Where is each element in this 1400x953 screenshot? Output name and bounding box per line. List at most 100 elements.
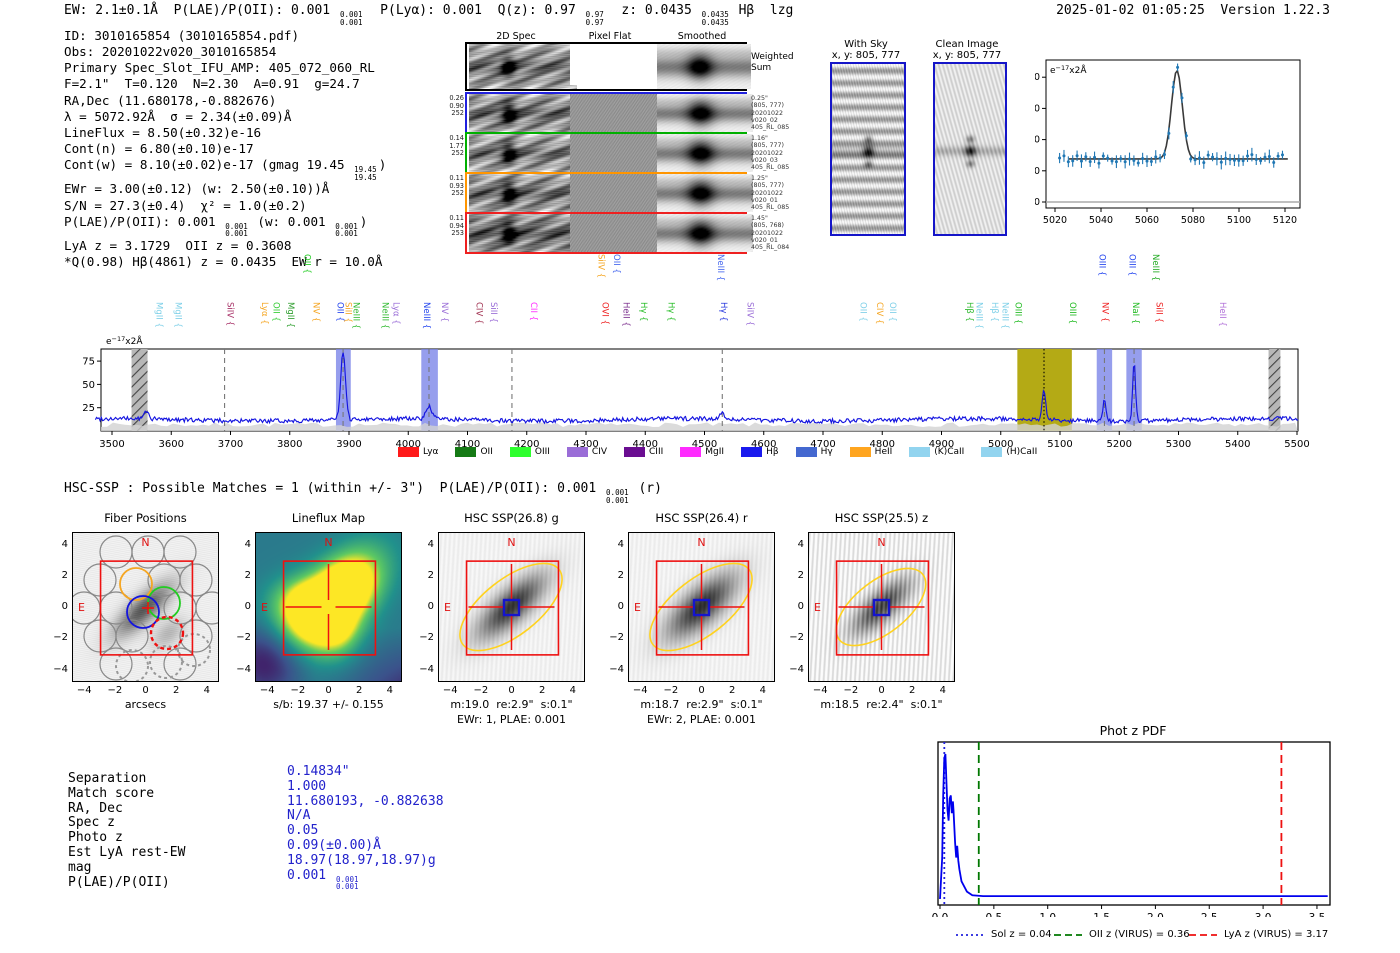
pixel-flat-image [570, 134, 664, 172]
panel-xtick: 4 [569, 685, 576, 696]
svg-text:5100: 5100 [1227, 215, 1251, 226]
svg-text:4000: 4000 [396, 439, 421, 450]
line-label-MgII: MgII { [285, 302, 295, 328]
panel-caption: s/b: 19.37 +/- 0.155 [273, 698, 384, 711]
pixel-flat-image [570, 94, 664, 132]
line-label-Hγ: Hγ { [665, 302, 675, 322]
svg-text:2.0: 2.0 [1147, 912, 1164, 917]
pixel-flat-col-header: Pixel Flat [588, 31, 632, 42]
spec2d-row-left-labels: 0.11 0.93 252 [449, 174, 464, 198]
legend-text: Sol z = 0.04 [991, 929, 1052, 940]
match-row-3: Spec z N/A [68, 809, 310, 831]
svg-text:4300: 4300 [573, 439, 598, 450]
line-label-Lyα: Lyα { [259, 302, 269, 325]
panel-ytick: 4 [244, 538, 251, 550]
line-label-NaI: NaI { [1130, 302, 1140, 324]
line-label-SiIV: SiIV { [745, 302, 755, 326]
panel-overlay [649, 560, 753, 656]
photz-pdf-chart: 0.0 0.5 1.0 1.5 2.0 2.5 3.0 3.5 [932, 741, 1331, 917]
stacked-fraction: 0.001 0.001 [225, 221, 248, 239]
panel-ytick: 4 [617, 538, 624, 550]
info-line-6: LineFlux = 8.50(±0.32)e-16 [64, 124, 262, 140]
line-label-SiIV: SiIV { [225, 302, 235, 326]
panel-fiber-positions: Fiber Positions N E 4 2 0 −2 −4 −4 −2 0 2 4 arcsecs [53, 511, 219, 711]
legend-item-OIII: OIII [509, 447, 550, 457]
svg-text:4400: 4400 [633, 439, 658, 450]
legend-swatch [849, 447, 871, 457]
panel-xtick: −4 [632, 685, 648, 696]
smoothed-col-header: Smoothed [677, 31, 727, 42]
panel-xtick: 4 [203, 685, 210, 696]
line-label-OII: OII { [302, 254, 312, 274]
legend-item-CIII: CIII [624, 447, 663, 457]
east-label: E [444, 601, 451, 614]
line-label-MgII: MgII { [153, 302, 163, 328]
match-label: mag [68, 859, 92, 875]
stacked-fraction: 0.97 0.97 [585, 10, 604, 27]
panel-ytick: −2 [53, 632, 68, 644]
panel-xtick: −2 [473, 685, 489, 696]
panel-xtick: 4 [939, 685, 946, 696]
smoothed-image [657, 174, 754, 212]
panel-caption: m:19.0 re:2.9" s:0.1" [450, 698, 573, 711]
info-line-0: ID: 3010165854 (3010165854.pdf) [64, 28, 300, 43]
match-label: P(LAE)/P(OII) [68, 874, 170, 890]
photz-curve [939, 753, 1328, 900]
east-label: E [814, 601, 821, 614]
panel-xtick: −2 [107, 685, 123, 696]
panel-ytick: 0 [427, 601, 434, 612]
match-row-2: RA, Dec 11.680193, -0.882638 [68, 794, 444, 817]
panel-xtick: 2 [538, 685, 546, 696]
north-label: N [324, 536, 333, 549]
catalog-match-table: Separation 0.14834" Match score 1.000 RA, De… [68, 764, 444, 890]
legend-label: Lyα [423, 447, 439, 457]
panel-ytick: −4 [53, 663, 68, 675]
svg-text:1.0: 1.0 [1039, 912, 1056, 917]
panel-xtick: 2 [908, 685, 916, 696]
svg-text:5300: 5300 [1166, 439, 1191, 450]
panel-ytick: −2 [419, 632, 434, 644]
match-row-0: Separation 0.14834" [68, 764, 350, 787]
photz-legend-item-1: OII z (VIRUS) = 0.36 [1053, 929, 1190, 940]
line-label-Hβ: Hβ { [964, 302, 974, 322]
legend-item-(K)CaII: (K)CaII [909, 447, 964, 457]
detection-info-block: ID: 3010165854 (3010165854.pdf) Obs: 2020… [64, 28, 386, 270]
svg-text:3.0: 3.0 [1255, 912, 1272, 917]
panel-xtick: −4 [442, 685, 458, 696]
spec2d-row-right-labels: 1.25" (805, 777) 20201022 v020_01 405_RL_085 [751, 175, 790, 212]
legend-label: OIII [534, 447, 550, 457]
legend-swatch [795, 447, 817, 457]
svg-text:3.5: 3.5 [1309, 912, 1326, 917]
spec2d-row-left-labels: 0.14 1.77 252 [449, 134, 464, 158]
line-label-HeII: HeII { [1217, 302, 1227, 327]
pixel-flat-image [570, 214, 664, 252]
panel-ytick: −2 [236, 632, 251, 644]
info-line-1: Obs: 20201022v020_3010165854 [64, 44, 277, 60]
legend-swatch [624, 447, 646, 457]
panel-hsc-ssp-26-8-g: HSC SSP(26.8) g N E 4 2 0 −2 −4 −4 −2 0 2 4 m:19.0 re… [419, 511, 585, 726]
info-line-9: EWr = 3.00(±0.12) (w: 2.50(±0.10))Å [64, 181, 330, 197]
svg-text:4700: 4700 [810, 439, 835, 450]
panel-image [629, 533, 774, 681]
svg-text:3500: 3500 [99, 439, 124, 450]
svg-text:4200: 4200 [514, 439, 539, 450]
panel-ytick: 0 [797, 601, 804, 612]
line-label-OIII: OIII { [1097, 254, 1107, 276]
panel-ytick: 0 [61, 601, 68, 612]
panel-ytick: 4 [61, 538, 68, 550]
legend-label: Hβ [766, 447, 779, 457]
panel-ytick: −4 [789, 663, 804, 675]
info-line-10: S/N = 27.3(±0.4) χ² = 1.0(±0.2) [64, 197, 307, 213]
match-row-6: mag 18.97(18.97,18.97)g [68, 853, 436, 876]
line-label-SiII: SiII { [1154, 302, 1164, 323]
panel-ytick: 2 [427, 569, 434, 581]
svg-text:20: 20 [1035, 135, 1040, 146]
legend-item-HeII: HeII [849, 447, 892, 457]
stacked-fraction: 0.001 0.001 [335, 874, 359, 892]
photz-legend-item-2: LyA z (VIRUS) = 3.17 [1188, 929, 1328, 940]
svg-text:5000: 5000 [988, 439, 1013, 450]
match-label: RA, Dec [68, 800, 123, 816]
legend-line-sample [1054, 933, 1082, 936]
panel-ytick: 2 [244, 569, 251, 581]
stacked-fraction: 19.45 19.45 [354, 165, 377, 182]
